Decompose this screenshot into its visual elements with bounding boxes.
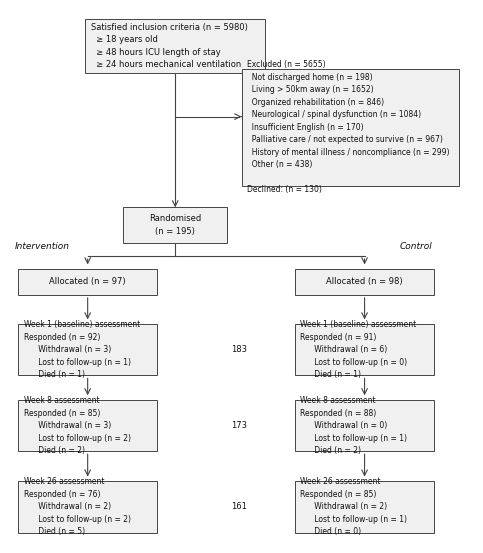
- Text: Control: Control: [400, 242, 433, 251]
- FancyBboxPatch shape: [295, 481, 434, 533]
- Text: Week 1 (baseline) assessment
Responded (n = 92)
      Withdrawal (n = 3)
      L: Week 1 (baseline) assessment Responded (…: [24, 320, 140, 379]
- FancyBboxPatch shape: [85, 19, 265, 73]
- FancyBboxPatch shape: [295, 324, 434, 375]
- Text: Week 26 assessment
Responded (n = 76)
      Withdrawal (n = 2)
      Lost to fol: Week 26 assessment Responded (n = 76) Wi…: [24, 477, 130, 536]
- Text: Intervention: Intervention: [14, 242, 69, 251]
- Text: Satisfied inclusion criteria (n = 5980)
  ≥ 18 years old
  ≥ 48 hours ICU length: Satisfied inclusion criteria (n = 5980) …: [91, 23, 248, 70]
- Text: Week 1 (baseline) assessment
Responded (n = 91)
      Withdrawal (n = 6)
      L: Week 1 (baseline) assessment Responded (…: [300, 320, 417, 379]
- FancyBboxPatch shape: [123, 207, 227, 243]
- Text: 183: 183: [231, 345, 247, 354]
- Text: 173: 173: [231, 421, 247, 430]
- Text: Allocated (n = 97): Allocated (n = 97): [49, 278, 126, 286]
- FancyBboxPatch shape: [18, 481, 157, 533]
- Text: Randomised
(n = 195): Randomised (n = 195): [149, 214, 201, 236]
- FancyBboxPatch shape: [18, 269, 157, 295]
- Text: Excluded (n = 5655)
  Not discharged home (n = 198)
  Living > 50km away (n = 16: Excluded (n = 5655) Not discharged home …: [247, 60, 450, 195]
- FancyBboxPatch shape: [295, 400, 434, 451]
- Text: 161: 161: [231, 502, 247, 512]
- FancyBboxPatch shape: [18, 324, 157, 375]
- Text: Week 8 assessment
Responded (n = 88)
      Withdrawal (n = 0)
      Lost to foll: Week 8 assessment Responded (n = 88) Wit…: [300, 396, 408, 455]
- Text: Week 8 assessment
Responded (n = 85)
      Withdrawal (n = 3)
      Lost to foll: Week 8 assessment Responded (n = 85) Wit…: [24, 396, 130, 455]
- Text: Week 26 assessment
Responded (n = 85)
      Withdrawal (n = 2)
      Lost to fol: Week 26 assessment Responded (n = 85) Wi…: [300, 477, 408, 536]
- Text: Allocated (n = 98): Allocated (n = 98): [326, 278, 403, 286]
- FancyBboxPatch shape: [295, 269, 434, 295]
- FancyBboxPatch shape: [18, 400, 157, 451]
- FancyBboxPatch shape: [242, 69, 459, 186]
